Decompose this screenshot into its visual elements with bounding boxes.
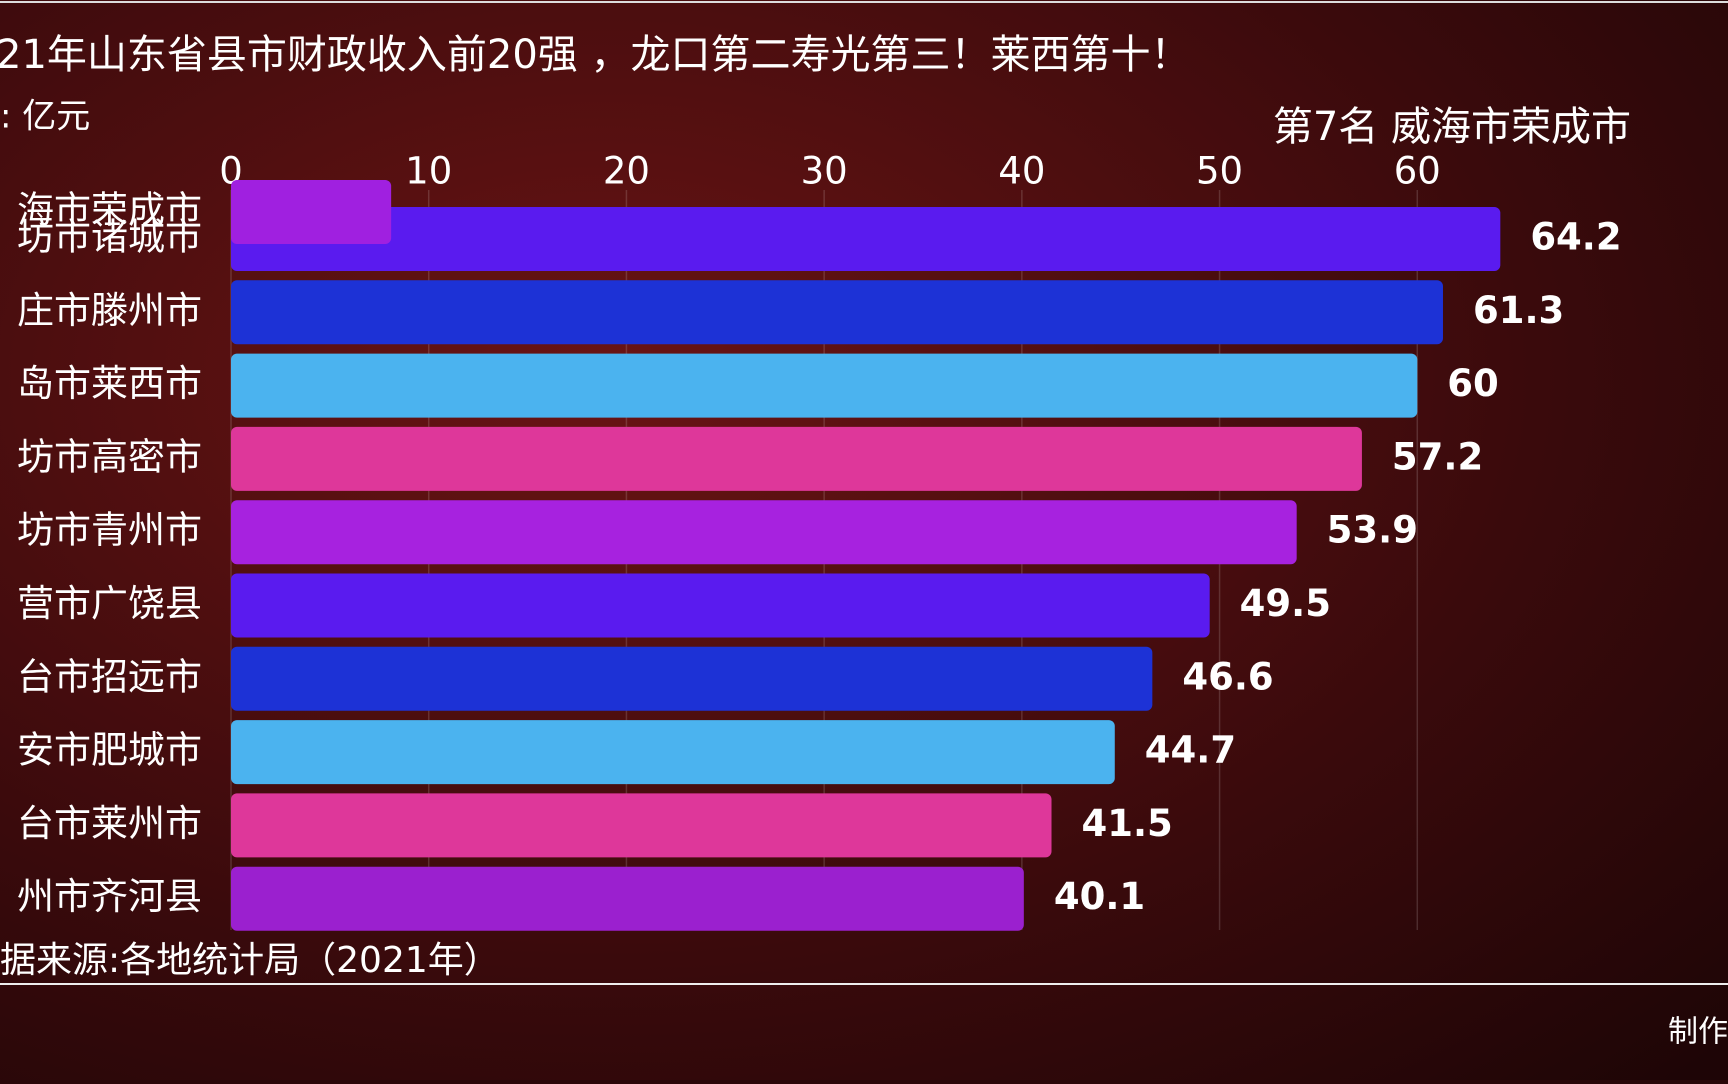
category-label: 庄市滕州市 [17, 289, 202, 332]
bar [231, 426, 1362, 491]
category-label: 安市肥城市 [17, 729, 202, 772]
bar [231, 353, 1418, 418]
category-label: 州市齐河县 [17, 875, 202, 918]
category-label: 岛市莱西市 [17, 362, 202, 405]
value-label: 60 [1447, 362, 1499, 405]
category-label: 台市莱州市 [17, 802, 202, 845]
bar [231, 866, 1024, 931]
value-label: 49.5 [1240, 582, 1331, 625]
bar [231, 180, 392, 244]
bar [231, 280, 1443, 345]
credit: 制作 [1668, 1015, 1728, 1050]
chart-title: 21年山东省县市财政收入前20强 ，龙口第二寿光第三！莱西第十！ [0, 32, 1191, 78]
rank-label: 第7名 威海市荣成市 [1273, 104, 1631, 150]
source-note: 据来源:各地统计局（2021年） [0, 940, 500, 981]
value-label: 57.2 [1392, 435, 1483, 478]
x-tick-label: 20 [603, 150, 650, 193]
bar [231, 207, 1501, 271]
x-tick-label: 40 [998, 150, 1045, 193]
x-tick-label: 60 [1394, 150, 1441, 193]
value-label: 46.6 [1182, 655, 1273, 698]
category-label: 营市广饶县 [17, 582, 202, 625]
x-tick-label: 50 [1196, 150, 1243, 193]
category-label: 坊市诸城市 [17, 216, 202, 259]
bar [231, 500, 1297, 565]
value-label: 53.9 [1327, 509, 1418, 552]
x-tick-label: 30 [801, 150, 848, 193]
category-label: 坊市青州市 [17, 509, 202, 552]
category-label: 坊市高密市 [17, 435, 202, 478]
category-label: 台市招远市 [17, 655, 202, 698]
value-label: 64.2 [1530, 216, 1621, 259]
bar [231, 793, 1052, 858]
category-label: 海市荣成市 [17, 189, 202, 232]
value-label: 61.3 [1473, 289, 1564, 332]
bar [231, 720, 1115, 785]
bar [231, 573, 1210, 638]
value-label: 41.5 [1082, 802, 1173, 845]
value-label: 44.7 [1145, 729, 1236, 772]
value-label: 40.1 [1054, 875, 1145, 918]
bar [231, 646, 1153, 711]
x-tick-label: 10 [405, 150, 452, 193]
unit-label: : 亿元 [0, 97, 90, 137]
